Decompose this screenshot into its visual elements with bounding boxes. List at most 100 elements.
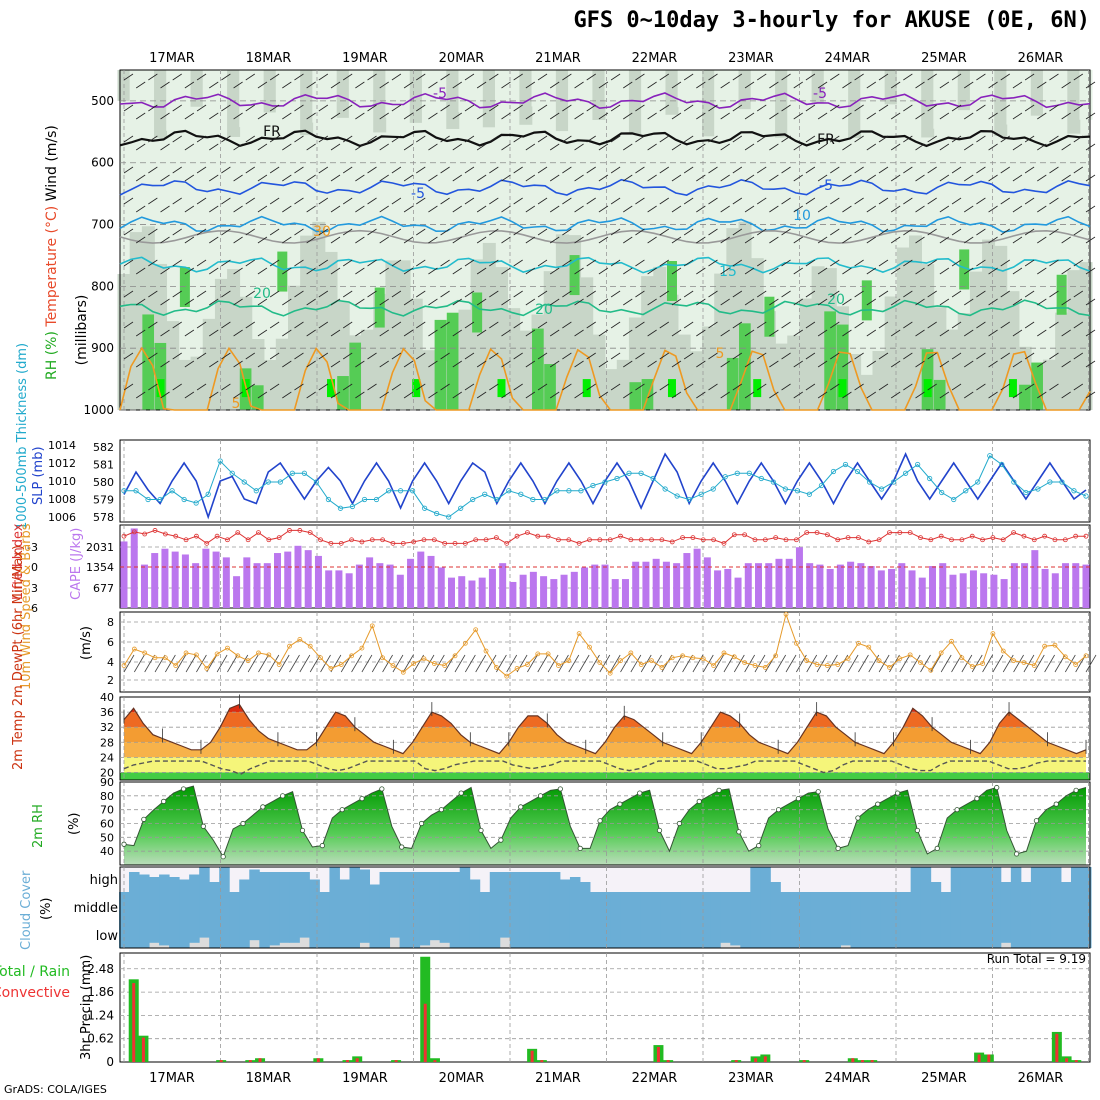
slp-tick-label: 1012	[48, 457, 76, 470]
lifted-point	[1011, 530, 1016, 535]
lifted-point	[162, 531, 168, 537]
wind-barb	[635, 73, 645, 81]
cloud-bar	[790, 922, 801, 948]
lifted-point	[421, 537, 427, 543]
cape-bar	[795, 547, 803, 608]
thickness-point	[181, 496, 187, 503]
wind-speed-point	[856, 640, 861, 646]
wind-barb	[282, 329, 292, 337]
wind-barb	[464, 197, 475, 205]
contour-label: FR	[263, 124, 281, 140]
wind-barb	[135, 143, 146, 151]
cape-bar	[355, 564, 363, 608]
lifted-point	[287, 528, 292, 533]
wind-barb	[623, 112, 633, 120]
lifted-point	[969, 533, 975, 539]
wind-barb	[501, 267, 511, 275]
wind-barb	[135, 360, 146, 368]
wind-barb	[805, 73, 816, 81]
wind-barb	[866, 205, 877, 213]
wind-barb	[489, 352, 499, 360]
wind-barb	[659, 383, 670, 391]
wind-barb	[416, 383, 426, 391]
contour-line	[119, 256, 1091, 274]
wind-speed-point	[659, 665, 665, 670]
wind-speed-point	[183, 650, 189, 656]
contour-label: 15	[719, 264, 737, 280]
cloud-bar	[569, 892, 581, 922]
contour-line	[119, 92, 1091, 110]
wind-barb	[805, 259, 816, 267]
wind-barb	[866, 298, 877, 306]
wind-barb	[489, 228, 499, 236]
wind-speed-point	[980, 661, 985, 666]
wind-speed-point	[804, 658, 810, 664]
cloud-bar	[509, 922, 521, 948]
wind-barb	[878, 383, 889, 391]
wind-barb	[549, 205, 560, 213]
wind-barb	[866, 360, 877, 368]
wind-barb	[927, 135, 937, 143]
wind-speed-point	[1073, 662, 1079, 667]
cloud-bar	[219, 892, 230, 922]
rh-shading-mid	[470, 259, 484, 410]
wind-barb	[135, 298, 146, 306]
wind-speed-point	[1011, 658, 1016, 664]
wind-barb	[708, 166, 718, 174]
date-tick-top: 20MAR	[439, 51, 485, 66]
temp-band	[124, 757, 1086, 773]
cloud-bar	[990, 892, 1002, 922]
cape-bar	[427, 555, 435, 608]
rh-point	[399, 844, 405, 850]
rh-shading-green	[1056, 274, 1067, 315]
wind-speed-point	[845, 656, 851, 662]
wind-barb	[927, 321, 937, 329]
precip-tick-label: 0	[106, 1055, 114, 1069]
cloud-bar	[229, 922, 240, 948]
wind-barb	[1085, 81, 1096, 89]
lifted-point	[959, 537, 965, 543]
temp-tick-label: 32	[100, 721, 114, 734]
wind-barb	[659, 352, 670, 360]
wind-speed-point	[452, 653, 458, 659]
wind-barb	[817, 329, 828, 337]
rh-shading-upper	[227, 70, 241, 137]
wind-speed-point	[918, 660, 923, 665]
wind-barb	[830, 104, 840, 112]
thickness-point	[854, 468, 861, 475]
thickness-point	[578, 488, 584, 494]
wind-barb	[988, 267, 998, 275]
wind-barb	[464, 135, 475, 143]
wind-barb	[1061, 81, 1071, 89]
rh-point	[458, 790, 464, 796]
cape-bar	[990, 574, 998, 608]
wind-barb	[598, 267, 609, 275]
rh-shading-upper	[251, 70, 265, 110]
wind-barb	[1012, 112, 1023, 120]
cape-bar	[140, 564, 148, 608]
wind-barb	[878, 290, 889, 298]
cloud-bar	[589, 922, 601, 948]
cloud-bar	[710, 892, 721, 922]
cloud-bar	[389, 872, 401, 892]
wind-barb	[330, 267, 341, 275]
wind-barb	[245, 104, 255, 112]
wind-barb	[586, 73, 596, 81]
cloud-bar	[409, 922, 421, 948]
wind-barb	[659, 197, 670, 205]
wind-barb	[513, 383, 523, 391]
cloud-ylabel-units: (%)	[39, 898, 54, 921]
thickness-point	[301, 470, 307, 476]
wind-barb	[1049, 166, 1059, 174]
wind-barb	[992, 654, 1004, 673]
wind-barb	[537, 197, 548, 205]
thickness-point	[1059, 479, 1065, 485]
cloud-bar	[269, 892, 280, 922]
cloud-bar	[640, 892, 651, 922]
wind-barb	[988, 143, 998, 151]
wind-speed-point	[887, 665, 892, 670]
rh-shading-upper	[738, 70, 752, 110]
wind-barb	[123, 654, 135, 673]
wind-barb	[306, 174, 316, 182]
thickness-point	[518, 491, 524, 497]
